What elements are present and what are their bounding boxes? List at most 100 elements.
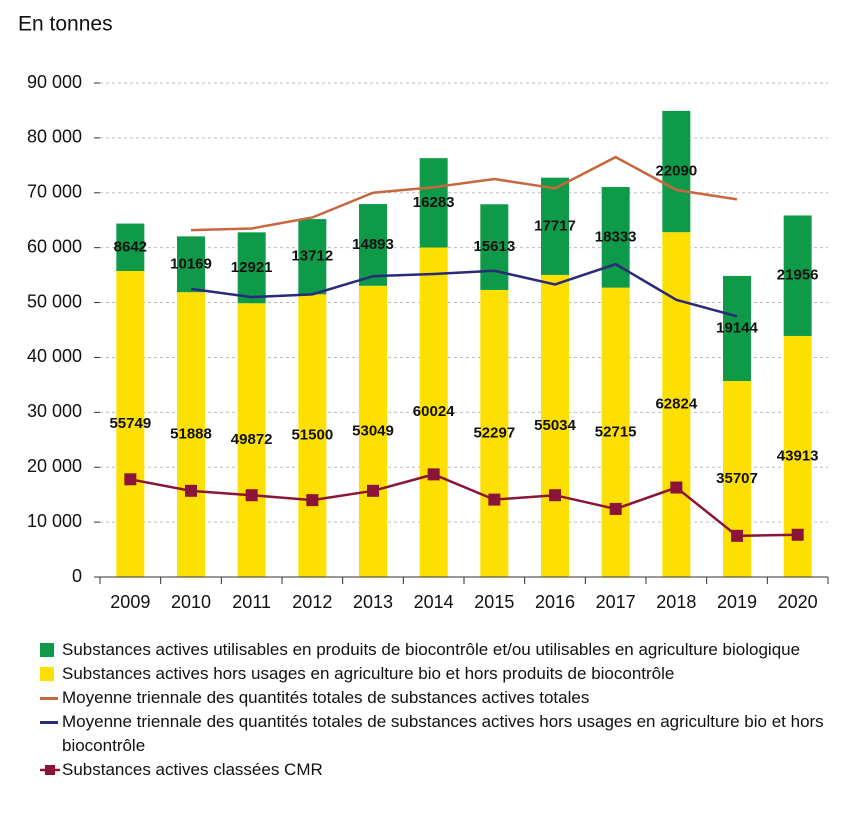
legend-item: Substances actives classées CMR	[40, 758, 830, 782]
legend-swatch	[40, 643, 54, 657]
data-label: 52297	[473, 424, 515, 441]
bar-segment	[116, 270, 145, 577]
data-label: 52715	[595, 423, 637, 440]
line-marker	[609, 502, 622, 515]
x-tick-label: 2010	[171, 592, 211, 612]
data-label: 55034	[534, 417, 576, 434]
y-tick-label: 40 000	[27, 346, 82, 366]
legend-swatch	[40, 758, 60, 789]
bar-segment	[419, 158, 448, 248]
data-label: 10169	[170, 255, 212, 272]
data-label: 14893	[352, 236, 394, 253]
x-tick-label: 2009	[110, 592, 150, 612]
y-tick-label: 70 000	[27, 182, 82, 202]
bar-segment	[298, 219, 327, 295]
y-tick-label: 0	[72, 566, 82, 586]
bar-segment	[237, 303, 266, 577]
data-label: 15613	[473, 238, 515, 255]
legend-label: Moyenne triennale des quantités totales …	[62, 688, 590, 707]
data-label: 12921	[231, 259, 273, 276]
legend-swatch	[40, 721, 58, 724]
data-label: 35707	[716, 470, 758, 487]
legend-label: Moyenne triennale des quantités totales …	[62, 712, 824, 755]
legend: Substances actives utilisables en produi…	[40, 638, 830, 782]
bar-segment	[177, 292, 205, 577]
chart-title: En tonnes	[18, 13, 113, 36]
y-tick-label: 80 000	[27, 127, 82, 147]
line-series	[190, 262, 738, 318]
line-marker	[427, 468, 440, 481]
legend-label: Substances actives classées CMR	[62, 760, 323, 779]
x-tick-label: 2016	[535, 592, 575, 612]
data-label: 43913	[777, 447, 819, 464]
line-marker	[367, 484, 379, 497]
legend-symbol	[40, 765, 60, 775]
line-marker	[245, 489, 258, 502]
chart: En tonnes 0 10 000 20 000 30 000 40 000 50 00…	[18, 13, 829, 612]
data-label: 51500	[291, 427, 333, 444]
x-tick-label: 2017	[596, 592, 636, 612]
line-marker	[791, 528, 804, 541]
y-tick-label: 60 000	[27, 236, 82, 256]
legend-label: Substances actives hors usages en agricu…	[62, 664, 675, 683]
data-label: 13712	[291, 248, 333, 265]
legend-label: Substances actives utilisables en produi…	[62, 640, 801, 659]
data-label: 19144	[716, 319, 758, 336]
legend-item: Moyenne triennale des quantités totales …	[40, 686, 830, 710]
data-label: 22090	[655, 163, 697, 180]
y-tick-label: 50 000	[27, 291, 82, 311]
line-marker	[670, 481, 683, 494]
x-tick-label: 2015	[474, 592, 514, 612]
data-label: 18333	[595, 228, 637, 245]
bar-segment	[541, 177, 569, 275]
line-marker	[549, 489, 561, 502]
line-series	[190, 155, 738, 232]
y-tick-label: 30 000	[27, 401, 82, 421]
legend-item: Substances actives utilisables en produi…	[40, 638, 830, 662]
bar-segment	[177, 236, 205, 293]
y-tick-label: 20 000	[27, 456, 82, 476]
bar-segment	[116, 223, 145, 271]
bar-segment	[359, 204, 387, 286]
data-label: 60024	[413, 403, 455, 420]
line-series	[130, 473, 798, 538]
bar-segment	[541, 274, 569, 577]
bar-segment	[662, 110, 691, 233]
bar-segment	[723, 275, 751, 382]
x-tick-label: 2018	[656, 592, 696, 612]
line-marker	[306, 494, 319, 507]
bar-segment	[359, 285, 387, 577]
bar-segment	[237, 232, 266, 304]
x-tick-label: 2019	[717, 592, 757, 612]
data-label: 8642	[114, 238, 147, 255]
data-label: 49872	[231, 431, 273, 448]
x-tick-label: 2013	[353, 592, 393, 612]
legend-item: Moyenne triennale des quantités totales …	[40, 710, 830, 758]
y-tick-label: 90 000	[27, 72, 82, 92]
bar-segment	[480, 289, 509, 577]
data-label: 62824	[655, 396, 697, 413]
bar-segment	[298, 294, 327, 577]
x-tick-label: 2012	[292, 592, 332, 612]
data-label: 17717	[534, 217, 576, 234]
line-marker	[731, 529, 743, 542]
bar-segment	[601, 287, 630, 577]
line-marker	[124, 473, 137, 486]
legend-item: Substances actives hors usages en agricu…	[40, 662, 830, 686]
bar-segment	[723, 381, 751, 577]
x-tick-label: 2011	[232, 592, 271, 612]
legend-swatch	[40, 667, 54, 681]
bar-segment	[783, 215, 812, 336]
line-marker	[185, 484, 197, 497]
bar-segment	[480, 204, 509, 290]
data-label: 51888	[170, 426, 212, 443]
legend-swatch	[40, 697, 58, 700]
data-label: 55749	[109, 415, 151, 432]
x-tick-label: 2014	[414, 592, 454, 612]
data-label: 21956	[777, 267, 819, 284]
y-tick-label: 10 000	[27, 511, 82, 531]
line-marker	[488, 493, 501, 506]
data-label: 16283	[413, 194, 455, 211]
x-tick-label: 2020	[778, 592, 818, 612]
